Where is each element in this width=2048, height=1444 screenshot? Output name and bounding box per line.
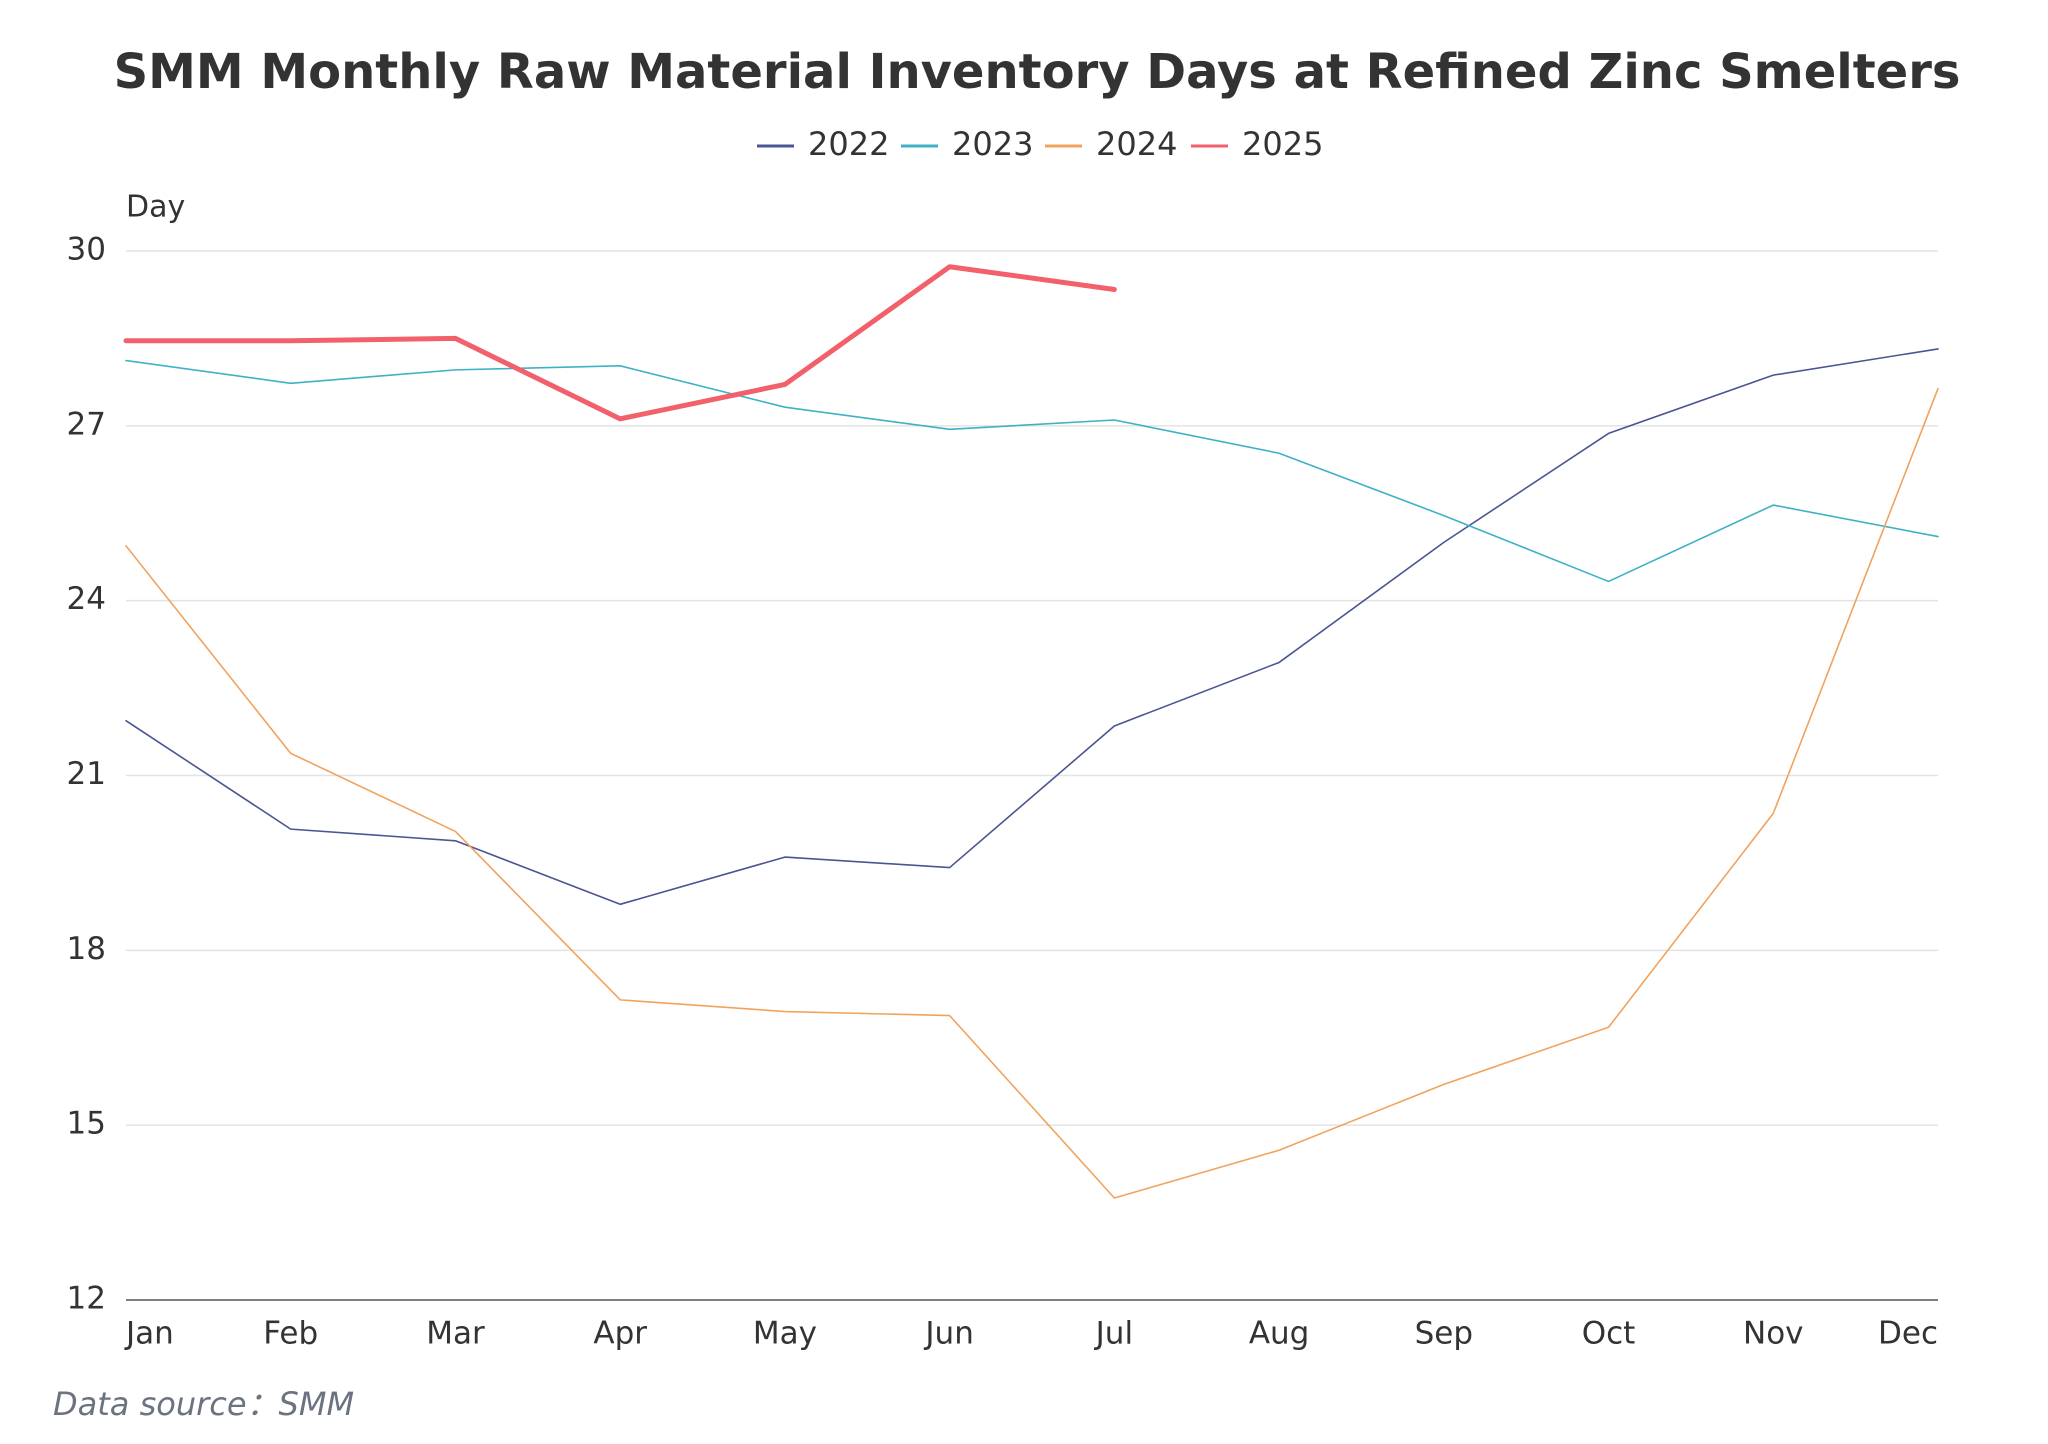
legend-label: 2022 (808, 125, 889, 163)
legend-label: 2023 (952, 125, 1033, 163)
y-tick-label: 24 (67, 581, 106, 617)
series-line (125, 359, 1939, 583)
x-tick-label: Sep (1415, 1316, 1473, 1352)
series-line (123, 264, 1117, 422)
x-tick-label: Aug (1249, 1316, 1310, 1352)
x-tick-label: Jan (124, 1316, 174, 1352)
x-tick-label: Jun (923, 1316, 973, 1352)
x-tick-label: Dec (1878, 1316, 1938, 1352)
legend-label: 2025 (1242, 125, 1323, 163)
x-tick-label: Nov (1743, 1316, 1804, 1352)
y-axis-label: Day (126, 190, 185, 225)
series-line (125, 348, 1939, 906)
y-tick-label: 27 (67, 406, 106, 442)
y-tick-label: 30 (67, 232, 106, 268)
chart-title: SMM Monthly Raw Material Inventory Days … (114, 44, 1961, 100)
y-tick-label: 12 (67, 1281, 106, 1317)
legend-label: 2024 (1096, 125, 1177, 163)
series-line (125, 387, 1939, 1199)
y-tick-label: 15 (67, 1106, 106, 1142)
x-tick-label: Apr (593, 1316, 647, 1352)
x-tick-label: Oct (1582, 1316, 1636, 1352)
y-tick-label: 21 (67, 756, 106, 792)
x-tick-label: Jul (1094, 1316, 1133, 1352)
x-tick-label: Feb (263, 1316, 318, 1352)
x-tick-label: May (753, 1316, 817, 1352)
y-tick-label: 18 (67, 931, 106, 967)
source-note: Data source：SMM (53, 1385, 354, 1423)
x-tick-label: Mar (426, 1316, 485, 1352)
